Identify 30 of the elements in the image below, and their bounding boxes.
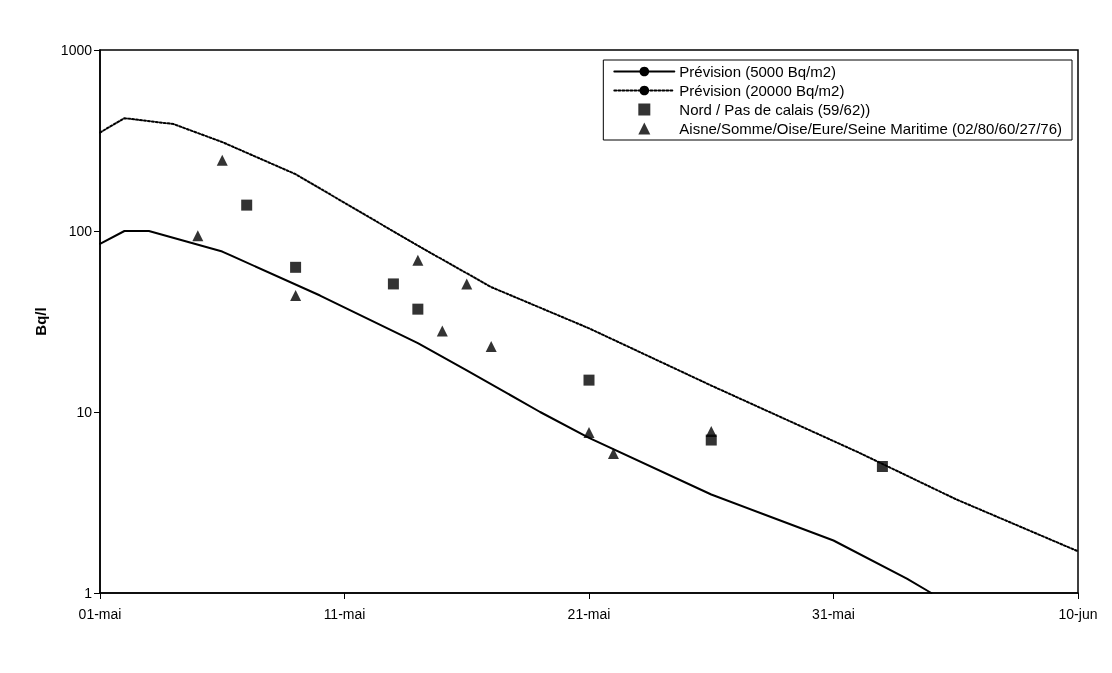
point — [607, 447, 619, 459]
point — [241, 199, 253, 211]
point — [461, 278, 473, 290]
point — [216, 154, 228, 166]
point — [705, 426, 717, 438]
legend-label: Aisne/Somme/Oise/Eure/Seine Maritime (02/80/60/27/76) — [679, 120, 1062, 137]
x-tick-label: 01-mai — [78, 606, 122, 622]
x-tick-label: 10-jun — [1058, 606, 1098, 622]
point — [412, 303, 424, 315]
point — [290, 261, 302, 273]
point — [387, 278, 399, 290]
y-tick-label: 1000 — [60, 42, 93, 58]
y-tick-label: 100 — [68, 223, 93, 239]
y-axis-title: Bq/l — [32, 307, 49, 336]
point — [290, 290, 302, 302]
point — [412, 254, 424, 266]
y-tick-label: 10 — [76, 404, 93, 420]
point — [583, 374, 595, 386]
point — [485, 341, 497, 353]
y-tick-label: 1 — [84, 585, 93, 601]
point — [192, 230, 204, 242]
x-tick-label: 11-mai — [323, 606, 366, 622]
legend-label: Prévision (5000 Bq/m2) — [679, 63, 837, 80]
point — [876, 460, 888, 472]
x-tick-label: 31-mai — [812, 606, 855, 622]
legend-label: Prévision (20000 Bq/m2) — [679, 82, 845, 99]
point — [583, 427, 595, 439]
legend-label: Nord / Pas de calais (59/62)) — [679, 101, 871, 118]
x-tick-label: 21-mai — [567, 606, 611, 622]
point — [436, 325, 448, 337]
